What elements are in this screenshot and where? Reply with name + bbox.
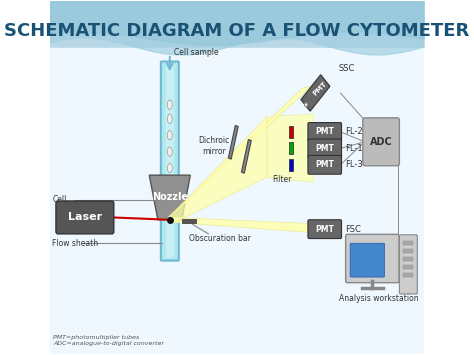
Polygon shape [289, 142, 293, 154]
Text: Obscuration bar: Obscuration bar [189, 234, 251, 243]
Ellipse shape [167, 131, 172, 140]
Ellipse shape [167, 163, 172, 173]
Text: PMT: PMT [312, 80, 328, 97]
FancyBboxPatch shape [308, 220, 342, 239]
Text: ADC: ADC [370, 137, 392, 147]
Text: FL-2: FL-2 [345, 127, 363, 136]
Polygon shape [289, 159, 293, 171]
Text: Laser: Laser [68, 212, 102, 223]
FancyBboxPatch shape [403, 249, 413, 253]
FancyBboxPatch shape [350, 243, 384, 277]
Polygon shape [170, 217, 330, 234]
Text: Analysis workstation: Analysis workstation [339, 294, 419, 303]
FancyBboxPatch shape [308, 122, 342, 141]
Polygon shape [241, 140, 251, 173]
Polygon shape [301, 75, 330, 111]
Text: PMT: PMT [315, 160, 334, 169]
Text: PMT=photomultiplier tubes
ADC=analogue-to-digital converter: PMT=photomultiplier tubes ADC=analogue-t… [54, 335, 164, 346]
Text: Cell: Cell [52, 195, 66, 204]
FancyBboxPatch shape [346, 234, 399, 283]
FancyBboxPatch shape [403, 257, 413, 261]
Polygon shape [149, 175, 191, 220]
Circle shape [305, 103, 308, 106]
FancyBboxPatch shape [161, 61, 179, 261]
Text: Filter: Filter [273, 175, 292, 184]
Text: FL-3: FL-3 [345, 160, 363, 169]
Polygon shape [267, 114, 313, 182]
Ellipse shape [167, 147, 172, 156]
FancyBboxPatch shape [166, 64, 174, 258]
Text: SCHEMATIC DIAGRAM OF A FLOW CYTOMETER: SCHEMATIC DIAGRAM OF A FLOW CYTOMETER [4, 22, 470, 39]
Polygon shape [50, 48, 424, 354]
Text: PMT: PMT [315, 225, 334, 234]
Polygon shape [289, 126, 293, 138]
Polygon shape [168, 86, 312, 217]
Text: PMT: PMT [315, 127, 334, 136]
FancyBboxPatch shape [403, 273, 413, 277]
Text: FL-1: FL-1 [345, 144, 363, 153]
FancyBboxPatch shape [56, 201, 114, 234]
Polygon shape [228, 125, 238, 159]
FancyBboxPatch shape [363, 118, 400, 166]
Ellipse shape [167, 100, 172, 109]
Text: Flow sheath: Flow sheath [52, 239, 98, 248]
Polygon shape [182, 219, 196, 223]
Text: FSC: FSC [345, 225, 361, 234]
Text: SSC: SSC [338, 64, 355, 72]
Text: Dichroic
mirror: Dichroic mirror [198, 136, 229, 156]
Text: Cell sample: Cell sample [174, 48, 219, 56]
Text: PMT: PMT [315, 144, 334, 153]
FancyBboxPatch shape [400, 235, 417, 294]
Polygon shape [170, 116, 267, 224]
Text: Nozzle: Nozzle [152, 192, 188, 202]
FancyBboxPatch shape [308, 139, 342, 158]
FancyBboxPatch shape [308, 155, 342, 174]
Ellipse shape [167, 114, 172, 124]
FancyBboxPatch shape [403, 241, 413, 245]
Polygon shape [50, 1, 424, 53]
FancyBboxPatch shape [403, 265, 413, 269]
